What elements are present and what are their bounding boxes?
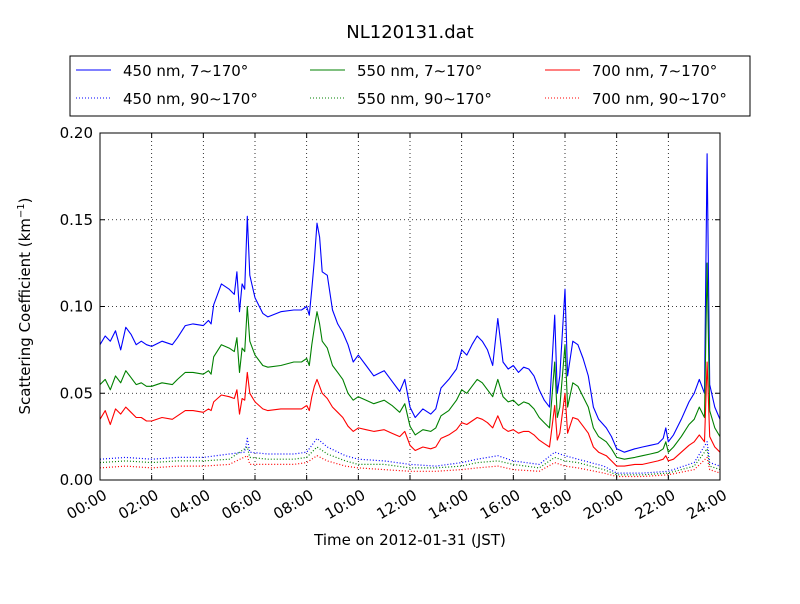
- legend-label: 700 nm, 7∼170°: [592, 62, 717, 80]
- y-tick-label: 0.10: [60, 298, 93, 316]
- legend-label: 550 nm, 7∼170°: [357, 62, 482, 80]
- legend-label: 450 nm, 90∼170°: [123, 90, 258, 108]
- plot-area: 00:00 02:00 04:00 06:00 08:00 10:00 12:00 14:00…: [60, 124, 730, 523]
- series-line-1: [99, 262, 721, 460]
- legend-label: 700 nm, 90∼170°: [592, 90, 727, 108]
- y-axis-label-text: Scattering Coefficient (km: [16, 218, 34, 414]
- x-tick-label: 10:00: [322, 486, 368, 523]
- y-axis-label-close: ): [16, 197, 34, 203]
- x-tick-label: 16:00: [477, 486, 523, 523]
- x-tick-label: 02:00: [115, 486, 161, 523]
- x-tick-label: 24:00: [684, 486, 730, 523]
- x-tick-label: 14:00: [425, 486, 471, 523]
- legend-frame: [69, 55, 751, 117]
- legend-label: 550 nm, 90∼170°: [357, 90, 492, 108]
- x-tick-label: 20:00: [580, 486, 626, 523]
- x-tick-label: 04:00: [167, 486, 213, 523]
- y-axis-label: Scattering Coefficient (km−1): [16, 197, 34, 414]
- series-line-2: [99, 361, 721, 467]
- y-tick-label: 0.00: [60, 471, 93, 489]
- series-line-5: [99, 455, 721, 478]
- x-tick-label: 18:00: [529, 486, 575, 523]
- x-tick-label: 00:00: [64, 486, 110, 523]
- chart-title: NL120131.dat: [346, 22, 473, 43]
- x-tick-label: 12:00: [374, 486, 420, 523]
- x-tick-label: 06:00: [219, 486, 265, 523]
- y-tick-label: 0.20: [60, 124, 93, 142]
- x-tick-label: 22:00: [632, 486, 678, 523]
- y-axis-label-sup: −1: [16, 203, 27, 218]
- y-tick-label: 0.15: [60, 211, 93, 229]
- x-axis-label: Time on 2012-01-31 (JST): [313, 531, 506, 549]
- x-tick-label: 08:00: [270, 486, 316, 523]
- legend: 450 nm, 7∼170° 550 nm, 7∼170° 700 nm, 7∼17…: [69, 55, 751, 117]
- legend-label: 450 nm, 7∼170°: [123, 62, 248, 80]
- y-tick-label: 0.05: [60, 384, 93, 402]
- series-line-0: [99, 153, 721, 453]
